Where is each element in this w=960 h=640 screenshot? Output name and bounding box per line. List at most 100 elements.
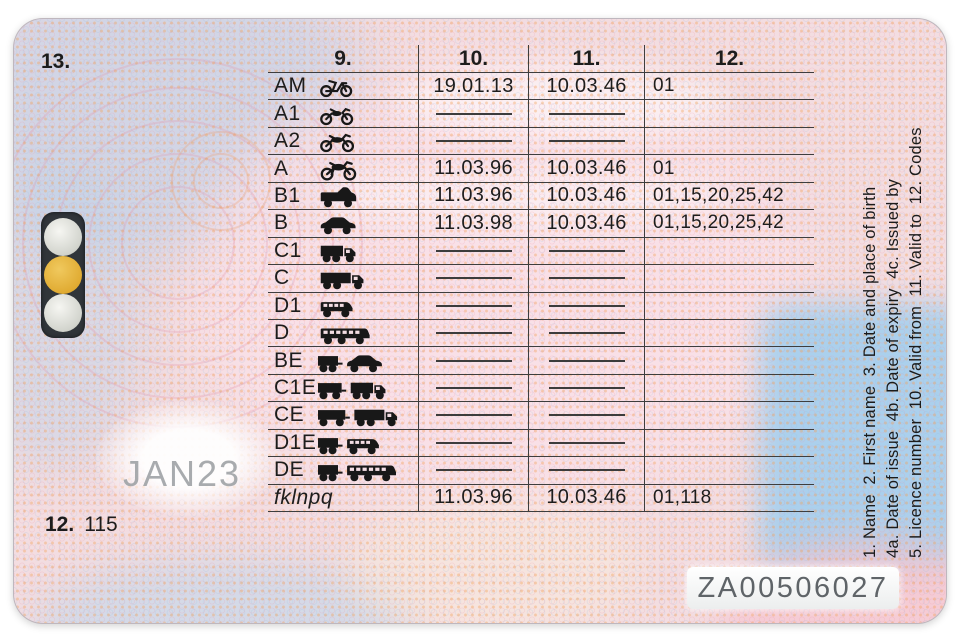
empty-entry-dash xyxy=(548,359,625,362)
empty-entry-dash xyxy=(435,359,512,362)
empty-entry-dash xyxy=(435,140,512,143)
category-label: C1 xyxy=(274,238,302,262)
empty-entry-dash xyxy=(548,304,625,307)
empty-entry-dash xyxy=(435,387,512,390)
valid-from-cell xyxy=(418,291,528,319)
codes-cell xyxy=(644,346,814,374)
category-label: A xyxy=(274,156,289,180)
category-label: DE xyxy=(274,458,305,482)
table-row-category: B1 xyxy=(268,181,418,209)
guilloche-white-wash xyxy=(314,169,734,229)
valid-to-cell: 10.03.46 xyxy=(528,154,644,182)
codes-cell: 01,15,20,25,42 xyxy=(644,181,814,210)
empty-entry-dash xyxy=(548,332,625,335)
valid-to-cell xyxy=(528,346,644,374)
valid-to-cell xyxy=(528,99,644,127)
van-icon xyxy=(320,187,357,208)
valid-to-cell xyxy=(528,126,644,155)
category-label: C1E xyxy=(274,376,317,400)
category-label: D1 xyxy=(274,293,302,317)
car-with-trailer-icon xyxy=(318,354,382,372)
serial-number-strip: ZA00506027 xyxy=(687,567,899,609)
field-13-label: 13. xyxy=(41,50,71,73)
small-lorry-with-trailer-icon xyxy=(318,382,386,400)
large-motorcycle-icon xyxy=(320,160,357,181)
valid-from-cell xyxy=(418,99,528,127)
empty-entry-dash xyxy=(435,414,512,417)
bus-icon xyxy=(320,328,370,345)
table-row-category: B xyxy=(268,209,418,236)
codes-cell xyxy=(644,318,814,347)
table-row-category: D1E xyxy=(268,428,418,456)
table-row-category: A xyxy=(268,154,418,181)
lorry-with-trailer-icon xyxy=(318,410,398,427)
valid-from-cell xyxy=(418,318,528,347)
valid-from-cell xyxy=(418,401,528,429)
codes-cell xyxy=(644,264,814,292)
empty-entry-dash xyxy=(548,414,625,417)
empty-entry-dash xyxy=(435,277,512,280)
valid-from-cell: 11.03.96 xyxy=(418,483,528,511)
lorry-icon xyxy=(320,273,364,290)
empty-entry-dash xyxy=(435,249,512,252)
field-12-label: 12. xyxy=(45,513,75,536)
table-row-category: C xyxy=(268,264,418,291)
licence-card: 13. JAN23 12. 115 9. 10. 11. 12. AM 19.01.13 10… xyxy=(13,18,947,624)
valid-from-cell xyxy=(418,346,528,374)
valid-from-cell xyxy=(418,456,528,484)
traffic-light-top-lens xyxy=(43,218,82,256)
legend-line: 5. Licence number 10. Valid from 11. Val… xyxy=(907,127,925,558)
codes-cell: 01 xyxy=(644,72,814,100)
traffic-light-punch xyxy=(41,212,85,338)
moped-icon xyxy=(320,80,353,98)
categories-table: 9. 10. 11. 12. AM 19.01.13 10.03.46 01 A1 A2 A 11.0… xyxy=(268,45,814,512)
table-row-category: A1 xyxy=(268,99,418,126)
codes-cell: 01 xyxy=(644,154,814,182)
small-lorry-icon xyxy=(320,245,356,263)
valid-to-cell xyxy=(528,236,644,265)
table-row-category: D xyxy=(268,318,418,346)
valid-to-cell xyxy=(528,373,644,402)
serial-number: ZA00506027 xyxy=(697,571,889,604)
table-row-category: CE xyxy=(268,401,418,428)
empty-entry-dash xyxy=(548,387,625,390)
valid-from-cell: 19.01.13 xyxy=(418,72,528,100)
category-label: A1 xyxy=(274,101,301,125)
codes-cell: 01,118 xyxy=(644,483,814,511)
legend-line: 1. Name 2. First name 3. Date and place … xyxy=(861,186,879,558)
field-12-value: 115 xyxy=(84,513,118,536)
category-label: AM xyxy=(274,74,307,98)
column-header: 12. xyxy=(644,45,814,72)
category-label: C xyxy=(274,266,290,290)
guilloche-white-wash xyxy=(394,67,734,137)
valid-from-cell xyxy=(418,428,528,457)
column-header: 10. xyxy=(418,45,528,72)
minibus-icon xyxy=(320,301,353,317)
car-icon xyxy=(320,217,356,235)
codes-cell xyxy=(644,126,814,155)
watermark-text: JAN23 xyxy=(123,453,242,494)
table-row-category: C1 xyxy=(268,236,418,264)
column-header: 9. xyxy=(334,46,352,70)
valid-to-cell: 10.03.46 xyxy=(528,72,644,100)
category-label: D1E xyxy=(274,430,317,454)
light-motorcycle-icon xyxy=(320,107,354,125)
category-label: CE xyxy=(274,403,305,427)
guilloche-cream-wash xyxy=(344,499,644,623)
table-row-category: BE xyxy=(268,346,418,373)
category-label: fklnpq xyxy=(274,485,334,509)
codes-cell xyxy=(644,236,814,265)
valid-from-cell xyxy=(418,373,528,402)
empty-entry-dash xyxy=(548,249,625,252)
empty-entry-dash xyxy=(548,441,625,444)
field-legend: 1. Name 2. First name 3. Date and place … xyxy=(859,53,928,558)
table-row-category: D1 xyxy=(268,291,418,319)
codes-cell xyxy=(644,428,814,457)
valid-to-cell xyxy=(528,428,644,457)
category-label: B xyxy=(274,211,289,235)
codes-cell xyxy=(644,456,814,484)
minibus-with-trailer-icon xyxy=(318,437,379,455)
codes-cell xyxy=(644,291,814,319)
codes-cell xyxy=(644,401,814,429)
